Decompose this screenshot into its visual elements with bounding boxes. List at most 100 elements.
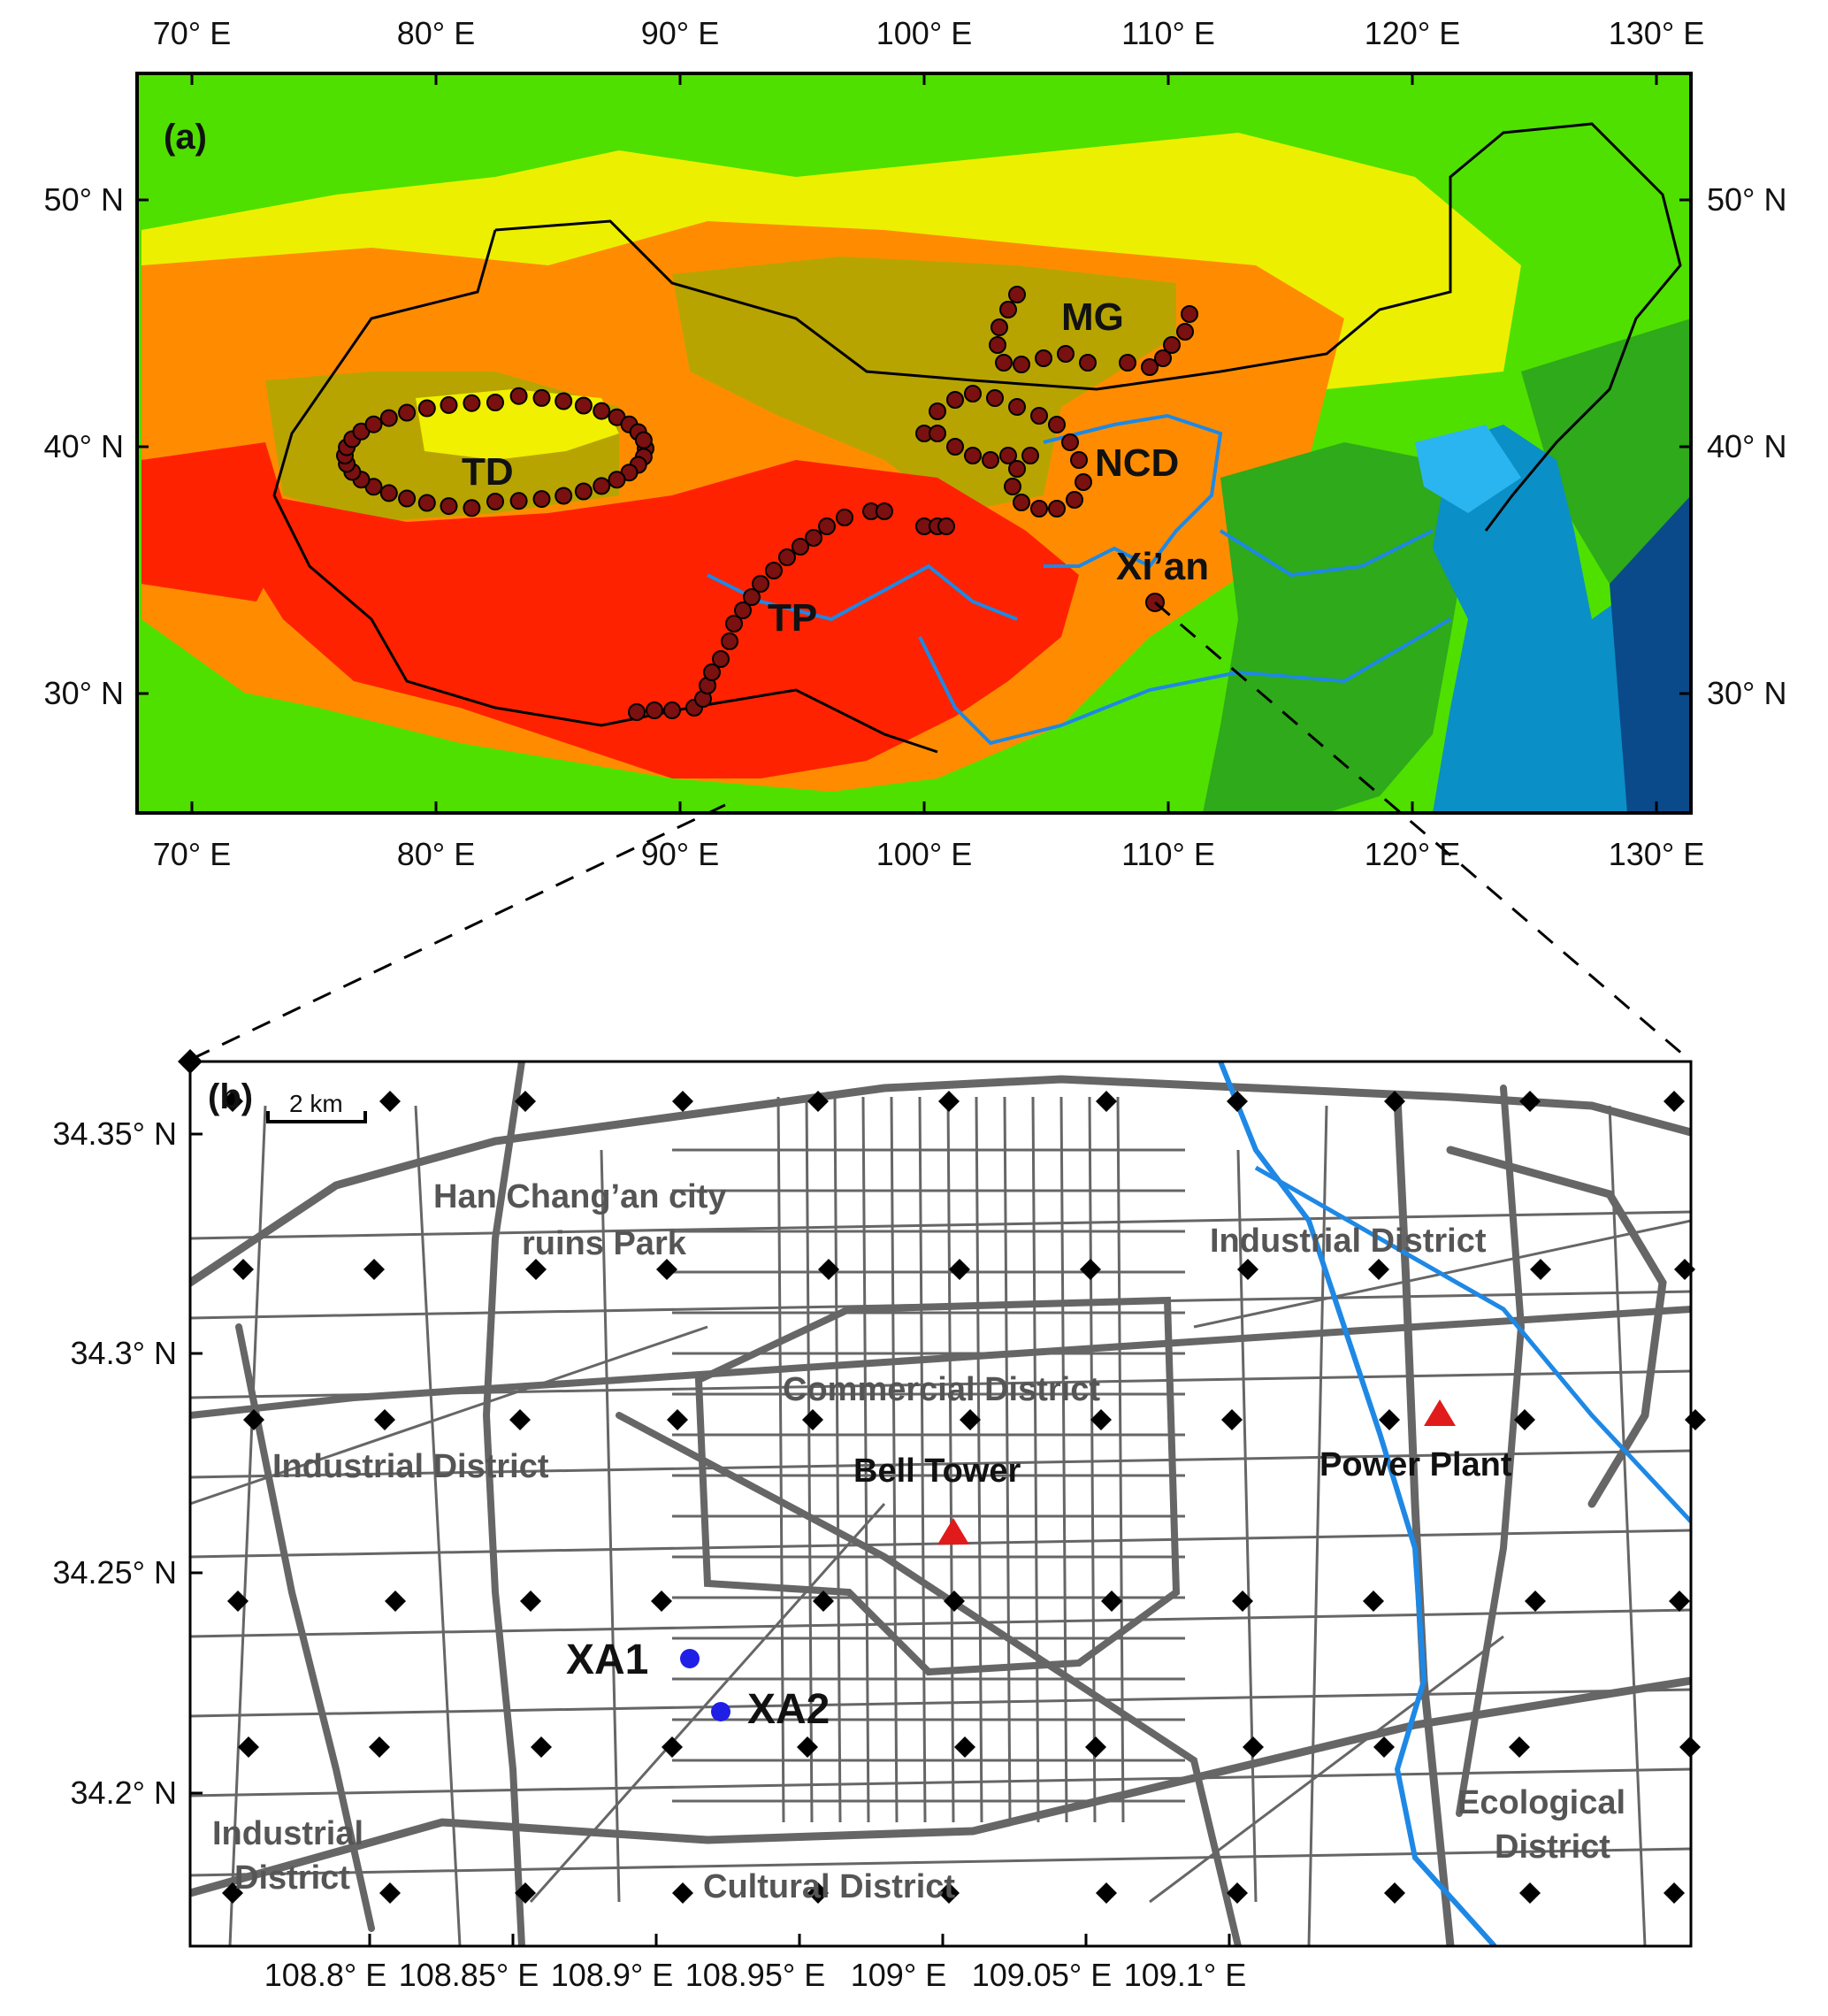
lon-tick-label-top: 100° E (876, 15, 972, 51)
grid-point-diamond (1674, 1259, 1695, 1280)
grid-point-diamond (525, 1259, 547, 1280)
panel-b-map: (b) 2 km Han Chang’an city ruins Park In… (53, 1049, 1706, 1993)
route-dot (532, 490, 551, 509)
lon-tick-label: 108.9° E (551, 1957, 674, 1993)
zoom-connector-right (1154, 601, 1690, 1062)
route-dot (990, 318, 1008, 336)
route-dot (734, 602, 752, 619)
route-dot (876, 502, 893, 520)
grid-point-diamond (1243, 1736, 1264, 1758)
lon-tick-label-bottom: 120° E (1365, 836, 1460, 872)
route-dot (929, 425, 946, 442)
route-dot (379, 484, 398, 502)
grid-point-diamond (656, 1259, 677, 1280)
route-dot (937, 517, 955, 535)
grid-point-diamond (1685, 1409, 1706, 1430)
route-dot (574, 482, 593, 501)
route-dot (999, 447, 1017, 464)
grid-point-diamond (1373, 1736, 1395, 1758)
route-dot (1075, 473, 1092, 491)
river-tributary (1254, 1165, 1691, 1523)
grid-point-diamond (1384, 1091, 1405, 1112)
route-dot (1163, 336, 1181, 354)
panel-a-frame (135, 72, 1693, 815)
route-dot (634, 431, 653, 449)
route-dot (1013, 356, 1030, 373)
region-label-ncd: NCD (1095, 441, 1179, 485)
route-dot (1008, 460, 1026, 478)
lon-tick-label-bottom: 90° E (641, 836, 719, 872)
route-dot (946, 438, 964, 456)
route-dot (743, 588, 761, 606)
grid-point-diamond (515, 1091, 536, 1112)
site-xa1-label: XA1 (566, 1637, 648, 1683)
route-dot (1035, 349, 1052, 367)
route-dot (1004, 478, 1021, 495)
grid-point-diamond (238, 1736, 259, 1758)
lat-tick-label: 34.25° N (53, 1554, 177, 1591)
grid-point-diamond (1519, 1091, 1541, 1112)
route-dot (1141, 358, 1159, 376)
lat-tick-label-left: 50° N (44, 181, 124, 218)
grid-point-markers (178, 1049, 1706, 1904)
route-dot (1066, 491, 1083, 509)
lat-tick-label-right: 50° N (1707, 181, 1786, 218)
grid-point-diamond (1227, 1882, 1248, 1904)
route-dot (555, 392, 573, 410)
route-dot (463, 394, 481, 412)
route-dot (703, 663, 721, 681)
route-dot (440, 395, 458, 414)
route-dot (486, 493, 504, 510)
grid-point-diamond (672, 1091, 693, 1112)
lat-tick-label: 34.3° N (71, 1335, 177, 1371)
route-dot (1013, 494, 1030, 511)
grid-point-diamond (1519, 1882, 1541, 1904)
grid-point-diamond (222, 1091, 243, 1112)
grid-point-diamond (1679, 1736, 1701, 1758)
district-han-park-line1: Han Chang’an city (433, 1178, 727, 1215)
grid-point-diamond (1525, 1591, 1546, 1612)
site-xa2-marker (711, 1702, 730, 1721)
route-dot (663, 701, 681, 719)
lon-tick-label-top: 130° E (1609, 15, 1704, 51)
grid-point-diamond (949, 1259, 970, 1280)
grid-point-diamond (938, 1091, 960, 1112)
route-dot (995, 354, 1013, 372)
grid-point-diamond (938, 1882, 960, 1904)
grid-point-diamond (1237, 1259, 1258, 1280)
route-dot (417, 399, 436, 418)
route-dot (1008, 398, 1026, 416)
route-dot (593, 477, 611, 495)
bell-tower-marker (937, 1518, 969, 1545)
district-ecological-line1: Ecological (1457, 1784, 1625, 1821)
lon-tick-label-bottom: 100° E (876, 836, 972, 872)
grid-point-diamond (667, 1409, 688, 1430)
lon-tick-label-top: 70° E (153, 15, 231, 51)
grid-point-diamond (243, 1409, 264, 1430)
route-dot (608, 471, 626, 489)
grid-point-diamond (1664, 1882, 1685, 1904)
route-dot (765, 562, 783, 579)
grid-point-diamond (1085, 1736, 1106, 1758)
route-dot (646, 701, 663, 719)
lon-tick-label-bottom: 110° E (1121, 836, 1215, 872)
district-commercial: Commercial District (783, 1371, 1100, 1408)
grid-point-diamond (1221, 1409, 1243, 1430)
route-dot (1119, 354, 1136, 372)
grid-point-diamond (363, 1259, 385, 1280)
panel-a-axis-ticks: 70° E 70° E 80° E 80° E 90° E 90° E 100° E 100°… (44, 15, 1787, 872)
route-dot (929, 402, 946, 420)
grid-point-diamond (233, 1259, 254, 1280)
lon-tick-label: 108.85° E (399, 1957, 539, 1993)
route-dot (986, 389, 1004, 407)
grid-point-diamond (520, 1591, 541, 1612)
site-xa2-label: XA2 (747, 1686, 830, 1733)
grid-point-diamond (954, 1736, 975, 1758)
grid-point-diamond (1379, 1409, 1400, 1430)
lon-tick-label-top: 80° E (397, 15, 475, 51)
grid-point-diamond (515, 1882, 536, 1904)
grid-point-diamond (1669, 1591, 1690, 1612)
grid-point-diamond (1363, 1591, 1384, 1612)
route-dot (1048, 416, 1066, 433)
grid-point-diamond (1080, 1259, 1101, 1280)
